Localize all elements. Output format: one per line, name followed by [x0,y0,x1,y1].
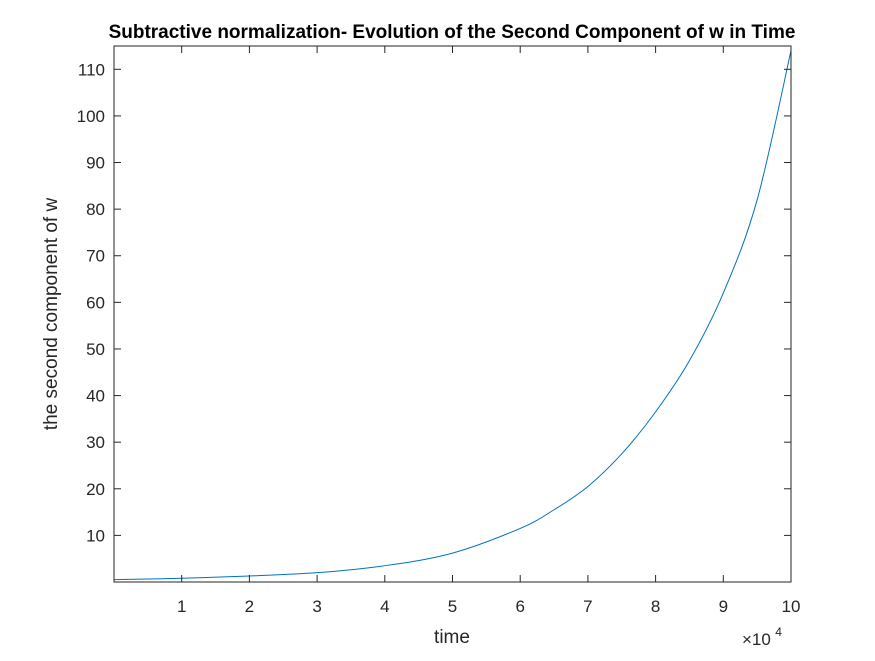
y-tick-label: 90 [86,154,105,173]
x-axis-multiplier-base: ×10 [742,630,771,649]
x-tick-label: 8 [651,597,660,616]
x-tick-label: 3 [312,597,321,616]
plot-area [114,46,791,582]
y-tick-label: 40 [86,387,105,406]
y-tick-label: 50 [86,340,105,359]
series-group [113,50,792,581]
chart-title: Subtractive normalization- Evolution of … [109,22,796,43]
x-tick-label: 5 [448,597,457,616]
y-tick-label: 110 [78,60,105,79]
x-axis-multiplier-exponent: 4 [775,625,782,639]
x-tick-label: 9 [719,597,728,616]
y-tick-label: 100 [77,107,105,126]
y-axis-label: the second component of w [41,198,62,431]
y-tick-label: 10 [86,526,105,545]
y-axis-ticks: 10 20 30 40 50 60 70 80 90 100 110 [77,60,791,545]
y-tick-label: 30 [86,433,105,452]
x-tick-label: 6 [515,597,524,616]
series-line [113,50,792,581]
x-axis-ticks: 1 2 3 4 5 6 7 8 9 10 [177,46,800,616]
x-tick-label: 7 [583,597,592,616]
x-tick-label: 2 [245,597,254,616]
x-tick-label: 4 [380,597,389,616]
y-tick-label: 20 [86,480,105,499]
x-tick-label: 1 [177,597,186,616]
y-tick-label: 80 [86,200,105,219]
x-tick-label: 10 [782,597,801,616]
x-axis-multiplier: ×10 4 [742,625,782,649]
x-axis-label: time [434,627,470,648]
y-tick-label: 60 [86,293,105,312]
y-tick-label: 70 [86,247,105,266]
